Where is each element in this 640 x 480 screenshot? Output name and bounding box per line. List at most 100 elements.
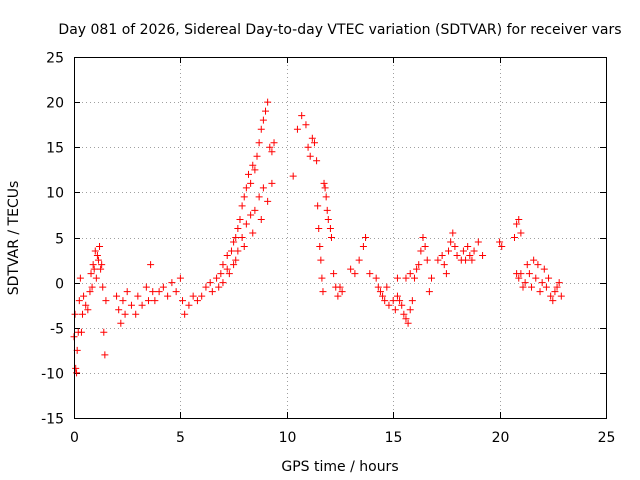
data-point xyxy=(172,288,180,296)
x-tick-label: 15 xyxy=(385,430,403,446)
data-point xyxy=(459,247,467,255)
data-point xyxy=(381,297,389,305)
data-point xyxy=(398,301,406,309)
data-point xyxy=(553,283,561,291)
data-point xyxy=(372,274,380,282)
data-point xyxy=(80,292,88,300)
x-tick-label: 20 xyxy=(492,430,510,446)
y-tick-label: -5 xyxy=(50,322,64,338)
data-point xyxy=(428,274,436,282)
data-point xyxy=(542,283,550,291)
data-point xyxy=(324,215,332,223)
data-point xyxy=(206,279,214,287)
data-point xyxy=(453,252,461,260)
data-point xyxy=(547,292,555,300)
data-point xyxy=(315,224,323,232)
data-point xyxy=(198,292,206,300)
data-point xyxy=(318,274,326,282)
data-point xyxy=(445,247,453,255)
data-point xyxy=(383,283,391,291)
data-point xyxy=(298,112,306,120)
data-point xyxy=(144,297,152,305)
data-point xyxy=(179,297,187,305)
data-point xyxy=(264,98,272,106)
data-point xyxy=(238,202,246,210)
data-point xyxy=(159,283,167,291)
data-point xyxy=(393,292,401,300)
data-point xyxy=(100,328,108,336)
data-point xyxy=(421,243,429,251)
data-point xyxy=(447,238,455,246)
data-point xyxy=(464,243,472,251)
data-point xyxy=(400,310,408,318)
data-point xyxy=(255,139,263,147)
data-point xyxy=(168,279,176,287)
data-point xyxy=(94,256,102,264)
x-tick-label: 5 xyxy=(176,430,185,446)
data-point xyxy=(470,247,478,255)
data-point xyxy=(355,256,363,264)
data-point xyxy=(379,292,387,300)
data-point xyxy=(102,297,110,305)
data-point xyxy=(208,288,216,296)
data-point xyxy=(234,247,242,255)
data-point xyxy=(408,297,416,305)
data-point xyxy=(251,166,259,174)
data-point xyxy=(351,270,359,278)
data-point xyxy=(534,261,542,269)
data-point xyxy=(515,274,523,282)
data-point xyxy=(513,220,521,228)
data-point xyxy=(91,247,99,255)
data-point xyxy=(322,193,330,201)
data-point xyxy=(240,193,248,201)
data-point xyxy=(96,243,104,251)
y-tick-label: -15 xyxy=(41,412,64,428)
data-point xyxy=(147,261,155,269)
data-point xyxy=(323,206,331,214)
data-point xyxy=(545,274,553,282)
data-point xyxy=(223,265,231,273)
y-tick-label: -10 xyxy=(41,367,64,383)
data-point xyxy=(519,283,527,291)
data-point xyxy=(238,234,246,241)
data-point xyxy=(88,283,96,291)
data-point xyxy=(510,234,518,241)
data-point xyxy=(76,274,84,282)
data-point xyxy=(451,243,459,251)
data-point xyxy=(87,270,95,278)
data-point xyxy=(320,179,328,187)
data-point xyxy=(540,265,548,273)
data-point xyxy=(402,315,410,323)
data-point xyxy=(442,270,450,278)
data-point xyxy=(434,256,442,264)
data-point xyxy=(498,243,506,251)
data-point xyxy=(75,297,83,305)
data-point xyxy=(374,283,382,291)
data-point xyxy=(259,184,267,192)
axis-ticks xyxy=(74,57,607,419)
data-point xyxy=(230,238,238,246)
data-point xyxy=(249,161,257,169)
data-point xyxy=(217,270,225,278)
data-point xyxy=(121,310,129,318)
data-point xyxy=(316,243,324,251)
data-point xyxy=(423,256,431,264)
data-point xyxy=(232,234,240,241)
data-point xyxy=(289,172,297,180)
data-point xyxy=(268,148,276,156)
data-point xyxy=(257,125,265,133)
data-point xyxy=(362,234,370,241)
data-point xyxy=(517,229,525,237)
data-point xyxy=(240,243,248,251)
data-point xyxy=(151,297,159,305)
data-point xyxy=(413,265,421,273)
y-axis-label: SDTVAR / TECUs xyxy=(6,181,22,296)
data-point xyxy=(417,247,425,255)
data-point xyxy=(326,224,334,232)
data-point xyxy=(462,256,470,264)
data-point xyxy=(92,274,100,282)
data-point xyxy=(181,310,189,318)
data-point xyxy=(425,288,433,296)
y-tick-label: 15 xyxy=(46,141,64,157)
